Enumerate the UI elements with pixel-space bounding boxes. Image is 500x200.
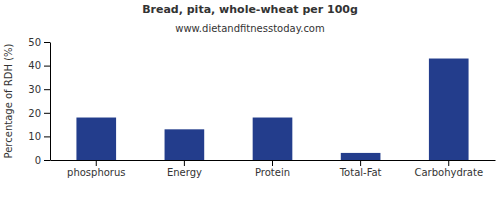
bar	[253, 118, 293, 160]
bars	[76, 59, 468, 160]
x-tick: Carbohydrate	[414, 160, 483, 178]
y-tick-label: 30	[28, 84, 41, 95]
plot: 0 10 20 30 40 50 phosphorus Energy Protein Total-…	[28, 37, 495, 178]
y-tick-mark	[44, 160, 50, 161]
y-tick-mark	[44, 113, 50, 114]
y-tick: 20	[28, 108, 50, 119]
x-tick-mark	[448, 160, 449, 166]
x-tick-label: phosphorus	[67, 167, 125, 178]
x-tick-mark	[360, 160, 361, 166]
bar	[76, 118, 116, 160]
y-tick-mark	[44, 89, 50, 90]
y-tick-mark	[44, 66, 50, 67]
x-tick: Total-Fat	[339, 160, 382, 178]
y-tick-label: 40	[28, 60, 41, 71]
y-axis: 0 10 20 30 40 50	[28, 37, 50, 166]
y-tick-mark	[44, 42, 50, 43]
x-tick: phosphorus	[67, 160, 125, 178]
x-tick-label: Carbohydrate	[414, 167, 483, 178]
y-tick-label: 20	[28, 108, 41, 119]
x-tick-mark	[184, 160, 185, 166]
y-tick: 10	[28, 131, 50, 142]
x-tick-label: Energy	[167, 167, 202, 178]
bar	[429, 59, 469, 160]
title: Bread, pita, whole-wheat per 100g	[142, 3, 358, 16]
y-tick: 50	[28, 37, 50, 48]
subtitle: www.dietandfitnesstoday.com	[175, 23, 324, 34]
y-tick: 40	[28, 60, 50, 71]
x-tick: Energy	[167, 160, 202, 178]
bar	[341, 153, 381, 160]
y-tick-label: 50	[28, 37, 41, 48]
y-tick-label: 10	[28, 131, 41, 142]
x-tick-mark	[96, 160, 97, 166]
x-tick-label: Protein	[255, 167, 290, 178]
y-tick: 0	[35, 155, 50, 166]
bar	[165, 129, 205, 160]
y-axis-title: Percentage of RDH (%)	[3, 43, 14, 158]
y-tick-mark	[44, 136, 50, 137]
chart: Bread, pita, whole-wheat per 100g www.die…	[0, 0, 500, 200]
y-tick-label: 0	[35, 155, 41, 166]
y-axis-line	[50, 43, 51, 161]
x-tick: Protein	[255, 160, 290, 178]
x-axis: phosphorus Energy Protein Total-Fat Carbohyd…	[51, 160, 496, 178]
x-tick-mark	[272, 160, 273, 166]
x-tick-label: Total-Fat	[339, 167, 382, 178]
y-tick: 30	[28, 84, 50, 95]
